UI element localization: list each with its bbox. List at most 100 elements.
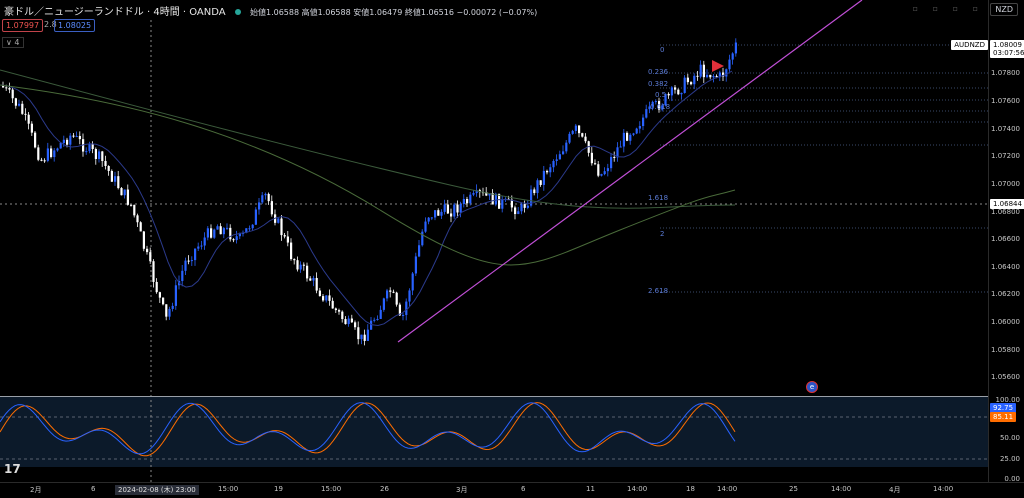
candle-body [14, 98, 17, 106]
fib-level-label: 0.236 [648, 68, 669, 76]
oscillator-tick-label: 25.00 [999, 455, 1020, 463]
candle-body [581, 133, 584, 137]
candle-body [658, 101, 661, 110]
candle-body [626, 132, 629, 141]
indicators-collapse-button[interactable]: ∨ 4 [2, 37, 24, 48]
candle-body [126, 189, 129, 205]
candle-body [539, 180, 542, 185]
time-axis[interactable] [0, 482, 1024, 498]
currency-select[interactable]: NZD [990, 3, 1018, 16]
stochastic-d-line [0, 402, 736, 457]
time-tick-label: 3月 [456, 486, 468, 494]
trendline [397, 0, 863, 343]
candle-body [629, 134, 632, 141]
price-tick-label: 1.05800 [991, 346, 1020, 354]
candle-body [568, 133, 571, 143]
candle-body [542, 170, 545, 185]
fib-level-label: 2.618 [648, 287, 669, 295]
candle-body [181, 270, 184, 281]
candle-body [427, 217, 430, 222]
time-tick-label: 11 [586, 485, 595, 493]
price-tick-label: 1.07600 [991, 97, 1020, 105]
oscillator-tick-label: 0.00 [1004, 475, 1020, 483]
candle-body [309, 278, 312, 281]
fib-level-label: 1.618 [648, 194, 669, 202]
time-tick-label: 19 [274, 485, 283, 493]
price-tick-label: 1.06000 [991, 318, 1020, 326]
candle-body [667, 93, 670, 96]
candle-body [94, 149, 97, 159]
last-price: 1.08009 [993, 41, 1022, 49]
candle-body [142, 231, 145, 249]
candle-body [712, 76, 715, 78]
candle-body [610, 156, 613, 169]
candle-body [683, 77, 686, 93]
market-status-icon [234, 9, 241, 15]
moving-average-slow [0, 84, 736, 266]
candle-body [162, 297, 165, 305]
candle-body [325, 295, 328, 301]
candle-body [168, 308, 171, 317]
pane-divider[interactable] [0, 396, 988, 397]
sell-button[interactable]: 1.07997 [2, 19, 44, 32]
candle-body [296, 260, 299, 270]
candle-body [37, 147, 40, 160]
symbol-title-bar[interactable]: 豪ドル／ニュージーランドドル · 4時間 · OANDA 始値1.06588 高… [4, 3, 537, 18]
candle-body [491, 193, 494, 205]
candle-body [674, 87, 677, 90]
fib-level-label: 0.618 [650, 103, 671, 111]
candle-body [232, 239, 235, 241]
candle-body [98, 151, 101, 159]
tradingview-logo-icon[interactable]: 17 [4, 462, 21, 476]
candle-body [552, 160, 555, 168]
candle-body [709, 74, 712, 78]
symbol-title[interactable]: 豪ドル／ニュージーランドドル · 4時間 · OANDA [4, 7, 226, 18]
price-tick-label: 1.05600 [991, 373, 1020, 381]
candle-body [136, 215, 139, 223]
candle-body [277, 218, 280, 223]
candle-body [440, 211, 443, 216]
candle-body [661, 105, 664, 110]
candle-body [616, 147, 619, 158]
candle-body [139, 222, 142, 232]
candle-body [434, 210, 437, 218]
window-controls[interactable]: ▫ ▫ ▫ ▫ [912, 4, 984, 13]
candle-body [283, 235, 286, 237]
candle-body [622, 132, 625, 147]
candle-body [690, 82, 693, 85]
candle-body [213, 229, 216, 238]
candle-body [418, 245, 421, 257]
ohlc-readout: 始値1.06588 高値1.06588 安値1.06479 終値1.06516 … [250, 8, 538, 17]
candle-body [562, 151, 565, 155]
candle-body [635, 128, 638, 134]
candle-body [462, 198, 465, 204]
time-tick-label: 6 [91, 485, 96, 493]
candle-body [475, 190, 478, 194]
candle-body [30, 123, 33, 133]
candle-body [498, 193, 501, 209]
candle-body [392, 291, 395, 293]
price-axis[interactable] [988, 0, 1024, 482]
time-tick-label: 4月 [889, 486, 901, 494]
candle-body [731, 53, 734, 60]
candle-body [290, 242, 293, 260]
candle-body [200, 245, 203, 247]
candle-body [66, 139, 69, 145]
candle-body [258, 202, 261, 210]
candle-body [264, 193, 267, 196]
price-tick-label: 1.06800 [991, 208, 1020, 216]
candle-body [606, 168, 609, 172]
candle-body [18, 103, 21, 106]
stochastic-k-line [0, 402, 736, 455]
candle-body [488, 193, 491, 196]
candle-body [107, 165, 110, 171]
candle-body [373, 319, 376, 321]
buy-button[interactable]: 1.08025 [54, 19, 96, 32]
candle-body [235, 236, 238, 241]
candle-body [40, 159, 43, 161]
economic-event-icon[interactable]: e [806, 381, 818, 393]
candle-body [546, 170, 549, 173]
candle-body [101, 151, 104, 161]
candle-body [494, 193, 497, 205]
